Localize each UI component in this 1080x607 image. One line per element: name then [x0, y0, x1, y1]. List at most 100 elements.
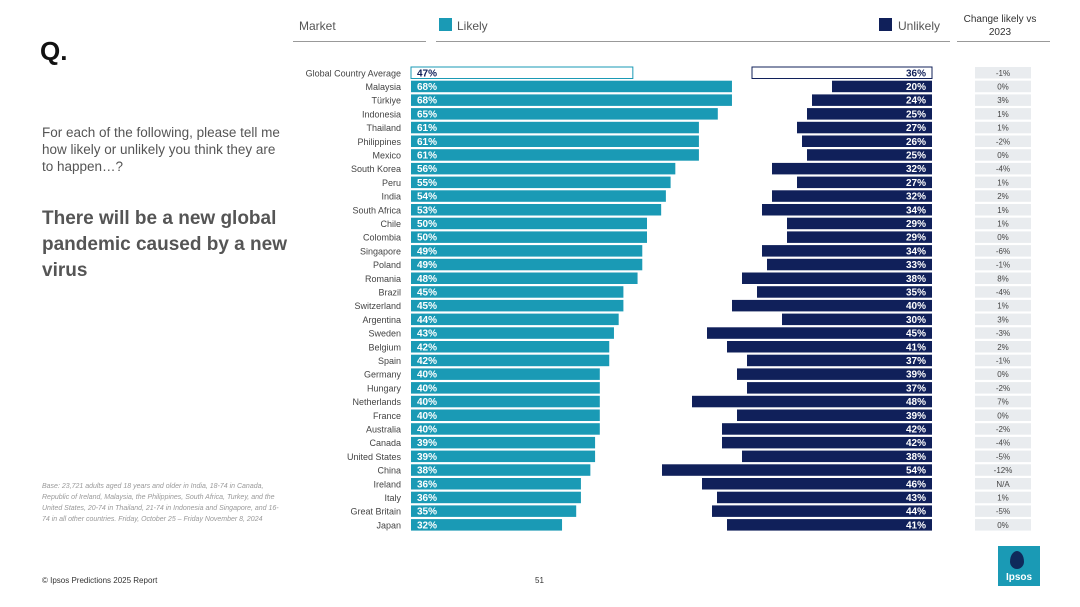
category-label: Malaysia	[365, 82, 401, 92]
category-label: Türkiye	[371, 96, 401, 106]
unlikely-bar	[732, 299, 932, 312]
unlikely-bar	[712, 505, 932, 517]
change-value-label: 2%	[997, 192, 1009, 201]
page-number: 51	[535, 576, 544, 585]
likely-value-label: 61%	[417, 123, 437, 134]
unlikely-value-label: 46%	[906, 479, 926, 490]
change-cell	[975, 149, 1031, 161]
change-value-label: 7%	[997, 398, 1009, 407]
likely-bar	[411, 149, 699, 161]
category-label: India	[381, 192, 401, 202]
likely-bar	[410, 66, 634, 79]
change-value-label: -5%	[996, 507, 1010, 516]
category-label: Indonesia	[362, 109, 401, 119]
likely-bar	[411, 135, 699, 147]
likely-value-label: 40%	[417, 411, 437, 422]
likely-value-label: 49%	[417, 246, 437, 257]
likely-bar	[411, 354, 610, 367]
likely-bar	[411, 450, 596, 463]
likely-bar	[411, 286, 624, 298]
likely-value-label: 65%	[417, 109, 437, 120]
likely-value-label: 44%	[417, 315, 437, 326]
likely-bar	[411, 217, 647, 230]
likely-value-label: 39%	[417, 452, 437, 463]
unlikely-value-label: 38%	[906, 274, 926, 285]
unlikely-bar	[772, 190, 932, 202]
category-label: South Korea	[351, 164, 401, 174]
change-value-label: -1%	[996, 261, 1010, 270]
likely-value-label: 61%	[417, 150, 437, 161]
category-label: Philippines	[357, 137, 401, 147]
likely-value-label: 50%	[417, 233, 437, 244]
unlikely-value-label: 32%	[906, 164, 926, 175]
likely-bar	[411, 80, 732, 93]
change-cell	[975, 286, 1031, 298]
likely-value-label: 42%	[417, 342, 437, 353]
likely-value-label: 40%	[417, 397, 437, 408]
category-label: Australia	[366, 424, 401, 434]
unlikely-value-label: 34%	[906, 246, 926, 257]
unlikely-bar	[751, 66, 933, 79]
unlikely-value-label: 26%	[906, 137, 926, 148]
change-value-label: -2%	[996, 137, 1010, 146]
unlikely-value-label: 43%	[906, 493, 926, 504]
unlikely-bar	[802, 135, 932, 147]
category-label: Belgium	[368, 342, 401, 352]
unlikely-bar	[727, 341, 932, 353]
unlikely-bar	[797, 121, 932, 134]
change-value-label: 1%	[997, 206, 1009, 215]
unlikely-value-label: 40%	[906, 301, 926, 312]
change-cell	[975, 450, 1031, 463]
unlikely-bar	[787, 231, 932, 243]
change-cell	[975, 464, 1031, 476]
unlikely-bar	[727, 519, 932, 531]
likely-value-label: 43%	[417, 329, 437, 340]
likely-bar	[411, 368, 600, 380]
change-value-label: 0%	[997, 370, 1009, 379]
unlikely-value-label: 41%	[906, 342, 926, 353]
unlikely-value-label: 29%	[906, 233, 926, 244]
unlikely-value-label: 25%	[906, 109, 926, 120]
change-cell	[975, 395, 1031, 408]
unlikely-value-label: 35%	[906, 287, 926, 298]
change-cell	[975, 409, 1031, 421]
q-mark: Q.	[40, 36, 68, 66]
change-value-label: -2%	[996, 425, 1010, 434]
change-value-label: 1%	[997, 178, 1009, 187]
likely-bar	[411, 299, 624, 312]
change-cell	[975, 204, 1031, 216]
likely-bar	[411, 94, 732, 106]
category-label: Switzerland	[354, 301, 401, 311]
likely-bar	[411, 313, 619, 326]
change-value-label: 1%	[997, 302, 1009, 311]
category-label: Ireland	[373, 479, 401, 489]
category-label: Hungary	[367, 383, 402, 393]
likely-bar	[411, 204, 662, 216]
change-value-label: -4%	[996, 439, 1010, 448]
change-cell	[975, 341, 1031, 353]
unlikely-value-label: 39%	[906, 411, 926, 422]
change-cell	[975, 519, 1031, 531]
unlikely-value-label: 29%	[906, 219, 926, 230]
change-value-label: 1%	[997, 124, 1009, 133]
change-value-label: 2%	[997, 343, 1009, 352]
unlikely-value-label: 54%	[906, 466, 926, 477]
unlikely-value-label: 34%	[906, 205, 926, 216]
likely-bar	[411, 245, 643, 257]
category-label: Brazil	[378, 287, 401, 297]
likely-value-label: 48%	[417, 274, 437, 285]
change-value-label: -4%	[996, 165, 1010, 174]
change-cell	[975, 299, 1031, 312]
change-value-label: 0%	[997, 411, 1009, 420]
change-cell	[975, 272, 1031, 284]
change-value-label: -2%	[996, 384, 1010, 393]
change-cell	[975, 135, 1031, 147]
likely-bar	[411, 395, 600, 408]
change-cell	[975, 162, 1031, 175]
unlikely-bar	[772, 162, 932, 175]
likely-bar	[411, 258, 643, 271]
change-value-label: N/A	[996, 480, 1010, 489]
category-label: Japan	[376, 520, 401, 530]
change-cell	[975, 121, 1031, 134]
